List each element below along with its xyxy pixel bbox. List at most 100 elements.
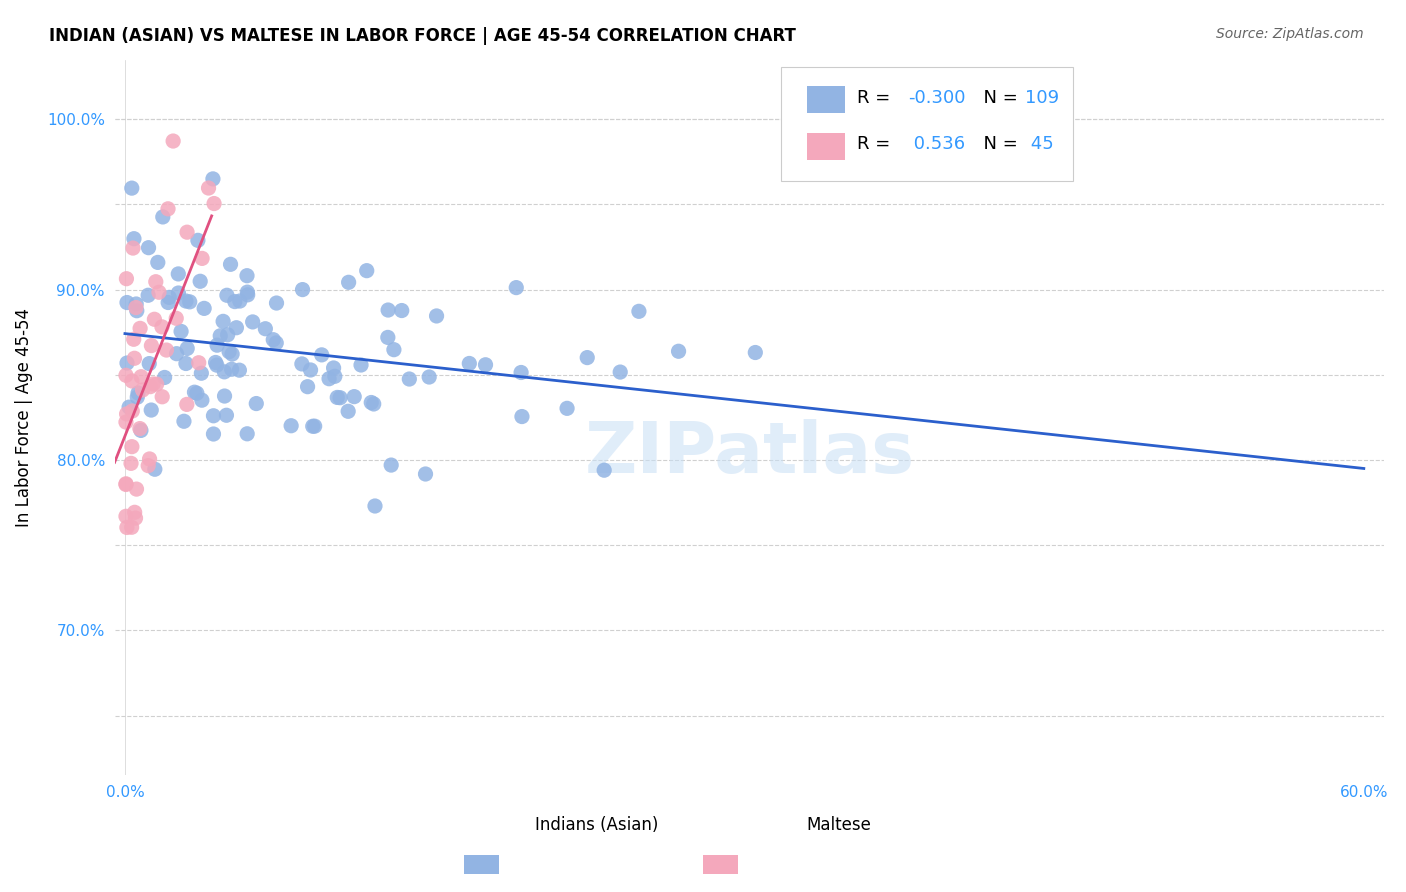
Point [167, 267, 190, 281]
Point [115, 477, 138, 491]
Point [322, 361, 344, 376]
Point [121, 374, 143, 388]
Text: -0.300: -0.300 [908, 88, 966, 106]
Point [153, 370, 176, 384]
Point [236, 426, 259, 441]
Point [297, 379, 319, 393]
Text: R =: R = [858, 135, 897, 153]
Point [124, 511, 146, 525]
Point [425, 309, 447, 323]
Point [217, 327, 239, 342]
Point [242, 315, 264, 329]
Point [146, 255, 169, 269]
Text: 109: 109 [1025, 88, 1059, 106]
Point [115, 476, 138, 491]
FancyBboxPatch shape [782, 67, 1073, 181]
Point [204, 355, 226, 369]
Point [225, 320, 247, 334]
Point [505, 280, 527, 294]
Point [162, 134, 184, 148]
Point [187, 233, 209, 247]
Point [201, 172, 224, 186]
Point [391, 303, 413, 318]
Point [363, 397, 385, 411]
Point [360, 395, 382, 409]
Point [337, 404, 360, 418]
Point [115, 356, 138, 370]
Point [167, 285, 190, 300]
Point [323, 369, 346, 384]
Point [329, 391, 352, 405]
Point [115, 407, 138, 421]
Point [141, 338, 163, 352]
Point [129, 369, 152, 384]
Point [202, 427, 225, 442]
Point [215, 288, 238, 302]
Point [219, 257, 242, 271]
Point [115, 520, 138, 534]
Point [593, 463, 616, 477]
Text: N =: N = [972, 135, 1024, 153]
Point [266, 296, 288, 310]
Point [176, 225, 198, 239]
Point [356, 263, 378, 277]
Point [115, 295, 138, 310]
Point [138, 357, 160, 371]
FancyBboxPatch shape [807, 133, 845, 160]
Point [228, 363, 250, 377]
Text: 0.536: 0.536 [908, 135, 966, 153]
Point [191, 393, 214, 408]
Text: ZIPatlas: ZIPatlas [585, 418, 914, 488]
Point [115, 271, 138, 285]
Text: 45: 45 [1025, 135, 1054, 153]
Point [141, 403, 163, 417]
Point [157, 202, 180, 216]
Point [120, 456, 142, 470]
Point [262, 333, 284, 347]
Point [214, 389, 236, 403]
Point [145, 275, 167, 289]
Point [415, 467, 437, 481]
Point [143, 312, 166, 326]
Point [176, 397, 198, 411]
Point [304, 419, 326, 434]
Point [124, 351, 146, 366]
Point [236, 268, 259, 283]
Point [215, 409, 238, 423]
Y-axis label: In Labor Force | Age 45-54: In Labor Force | Age 45-54 [15, 308, 32, 527]
Point [236, 288, 259, 302]
Point [510, 409, 533, 424]
Point [377, 330, 399, 344]
Point [555, 401, 578, 416]
Point [174, 293, 197, 308]
Point [214, 365, 236, 379]
Point [343, 390, 366, 404]
Point [165, 311, 187, 326]
Point [576, 351, 599, 365]
Point [142, 376, 165, 391]
Point [221, 347, 243, 361]
Point [125, 482, 148, 496]
Point [129, 321, 152, 335]
Point [125, 297, 148, 311]
Point [127, 386, 149, 401]
Text: Maltese: Maltese [806, 816, 870, 834]
Text: INDIAN (ASIAN) VS MALTESE IN LABOR FORCE | AGE 45-54 CORRELATION CHART: INDIAN (ASIAN) VS MALTESE IN LABOR FORCE… [49, 27, 796, 45]
Point [121, 181, 143, 195]
Point [183, 385, 205, 400]
Point [510, 366, 533, 380]
Point [191, 252, 214, 266]
Point [280, 418, 302, 433]
Point [145, 377, 167, 392]
Point [121, 404, 143, 418]
Text: R =: R = [858, 88, 897, 106]
Point [380, 458, 402, 472]
Point [458, 356, 481, 370]
Point [236, 285, 259, 300]
Point [127, 390, 149, 404]
Point [205, 358, 228, 372]
Point [170, 325, 193, 339]
Point [143, 462, 166, 476]
Point [188, 274, 211, 288]
Point [398, 372, 420, 386]
